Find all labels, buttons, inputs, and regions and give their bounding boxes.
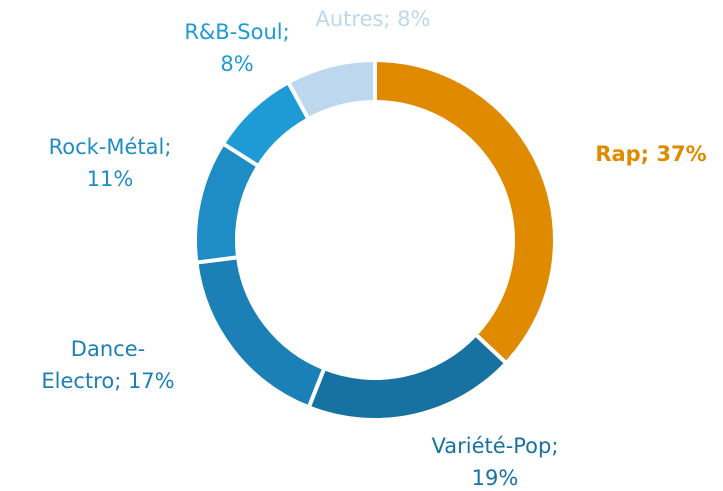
donut-slice: [285, 57, 377, 122]
data-label-line: Rap; 37%: [595, 142, 706, 166]
data-label-line: Rock-Métal;: [49, 135, 172, 159]
data-label: Variété-Pop; 19%: [432, 434, 559, 490]
data-label-line: 19%: [472, 466, 519, 490]
data-label: Rap; 37%: [595, 142, 706, 166]
data-label: R&B-Soul; 8%: [184, 20, 289, 76]
data-label-line: Dance-: [71, 337, 145, 361]
data-label-line: Variété-Pop;: [432, 434, 559, 458]
data-label-line: 8%: [220, 52, 253, 76]
data-label-line: Electro; 17%: [41, 369, 174, 393]
data-label: Autres; 8%: [315, 7, 430, 31]
donut-slice: [373, 57, 557, 367]
data-label-line: Autres; 8%: [315, 7, 430, 31]
data-label: Dance- Electro; 17%: [41, 337, 174, 393]
data-label-line: 11%: [87, 167, 134, 191]
data-label: Rock-Métal; 11%: [49, 135, 172, 191]
donut-slice: [194, 255, 327, 410]
data-label-line: R&B-Soul;: [184, 20, 289, 44]
donut-slice: [306, 331, 510, 422]
